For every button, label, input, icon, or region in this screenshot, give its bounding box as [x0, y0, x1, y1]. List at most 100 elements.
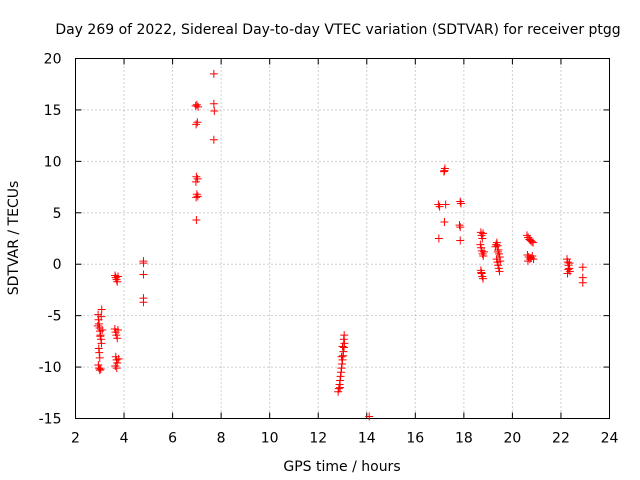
data-point: [456, 236, 465, 245]
data-point: [139, 259, 148, 268]
x-tick-label: 24: [601, 431, 619, 447]
data-point: [523, 257, 532, 266]
data-point: [479, 229, 488, 238]
data-point: [97, 312, 106, 321]
data-point: [192, 100, 201, 109]
data-point: [578, 263, 587, 272]
x-axis-title: GPS time / hours: [283, 459, 400, 475]
data-point: [565, 259, 574, 268]
data-point: [209, 99, 218, 108]
data-point: [456, 223, 465, 232]
data-point: [493, 247, 502, 256]
x-tick-label: 4: [120, 431, 129, 447]
data-point: [192, 120, 201, 129]
y-tick-label: 5: [53, 206, 62, 222]
x-tick-label: 6: [168, 431, 177, 447]
data-point: [455, 221, 464, 230]
data-point: [95, 366, 104, 375]
x-tick-label: 8: [217, 431, 226, 447]
data-point: [97, 305, 106, 314]
data-point: [441, 200, 450, 209]
x-tick-label: 16: [406, 431, 424, 447]
data-point: [527, 237, 536, 246]
y-axis-title: SDTVAR / TECUs: [6, 181, 22, 296]
data-point: [112, 364, 121, 373]
data-point: [477, 268, 486, 277]
data-point: [114, 354, 123, 363]
y-tick-label: 0: [53, 257, 62, 273]
y-tick-label: 15: [44, 103, 62, 119]
data-point: [334, 384, 343, 393]
data-point: [479, 274, 488, 283]
x-tick-label: 14: [358, 431, 376, 447]
data-point: [210, 106, 219, 115]
data-point: [113, 277, 122, 286]
data-point: [191, 177, 200, 186]
data-point: [209, 135, 218, 144]
data-point: [456, 199, 465, 208]
data-point: [192, 215, 201, 224]
x-tick-label: 22: [552, 431, 570, 447]
data-point: [192, 193, 201, 202]
data-point: [113, 272, 122, 281]
data-point: [95, 353, 104, 362]
x-tick-label: 18: [455, 431, 473, 447]
data-point: [496, 257, 505, 266]
data-point: [98, 326, 107, 335]
y-tick-label: -5: [48, 309, 62, 325]
y-tick-label: -15: [39, 412, 62, 428]
data-point: [97, 339, 106, 348]
data-point: [111, 273, 120, 282]
data-point: [113, 334, 122, 343]
data-point: [434, 234, 443, 243]
data-point: [139, 270, 148, 279]
data-point: [495, 267, 504, 276]
data-point: [440, 218, 449, 227]
y-axis-ticks: -15 -10 -5 0 5 10 15 20: [39, 52, 610, 428]
data-point: [336, 383, 345, 392]
data-point: [478, 249, 487, 258]
data-point: [340, 331, 349, 340]
data-point: [456, 197, 465, 206]
data-point: [478, 272, 487, 281]
data-points: [93, 69, 587, 421]
data-point: [95, 364, 104, 373]
data-point: [96, 365, 105, 374]
data-point: [478, 234, 487, 243]
data-point: [111, 362, 120, 371]
data-point: [439, 167, 448, 176]
x-tick-label: 20: [503, 431, 521, 447]
data-point: [434, 200, 443, 209]
data-point: [492, 240, 501, 249]
y-tick-label: 10: [44, 154, 62, 170]
data-point: [529, 255, 538, 264]
data-point: [435, 202, 444, 211]
data-point: [193, 192, 202, 201]
y-tick-label: -10: [39, 360, 62, 376]
data-point: [365, 412, 374, 421]
data-point: [96, 332, 105, 341]
x-tick-label: 2: [71, 431, 80, 447]
data-point: [480, 247, 489, 256]
data-point: [529, 238, 538, 247]
data-point: [338, 342, 347, 351]
data-point: [563, 269, 572, 278]
data-point: [139, 298, 148, 307]
chart-title: Day 269 of 2022, Sidereal Day-to-day VTE…: [55, 22, 620, 38]
data-point: [479, 251, 488, 260]
data-point: [209, 69, 218, 78]
x-axis-ticks: 2 4 6 8 10 12 14 16 18 20 22 24: [71, 58, 619, 447]
data-point: [93, 321, 102, 330]
y-tick-label: 20: [44, 52, 62, 68]
data-point: [578, 278, 587, 287]
grid-lines: [75, 58, 610, 419]
data-point: [522, 231, 531, 240]
data-point: [337, 352, 346, 361]
data-point: [193, 118, 202, 127]
x-tick-label: 12: [309, 431, 327, 447]
data-point: [564, 265, 573, 274]
x-tick-label: 10: [261, 431, 279, 447]
data-point: [194, 102, 203, 111]
data-point: [113, 326, 122, 335]
